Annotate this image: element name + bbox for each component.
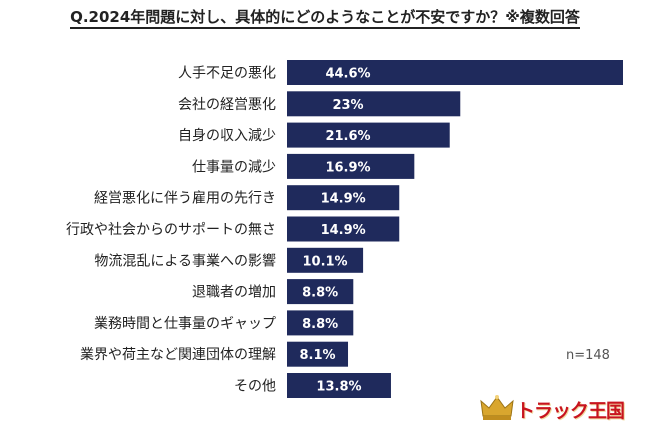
brand-logo: トラック王国 [480,394,630,424]
value-label-7: 10.1% [302,254,347,269]
category-label-5: 経営悪化に伴う雇用の先行き [94,190,276,207]
value-label-2: 23% [332,98,363,113]
bar-1 [287,60,623,85]
sample-size-label: n=148 [566,348,610,363]
bar-4 [287,153,415,179]
chart-title: Q.2024年問題に対し、具体的にどのようなことが不安ですか？※複数回答 [0,6,650,29]
category-label-11: その他 [234,379,276,395]
value-label-3: 21.6% [325,129,370,144]
category-label-8: 退職者の増加 [192,285,276,301]
value-label-4: 16.9% [325,160,370,175]
category-label-1: 人手不足の悪化 [178,66,276,82]
bar-9 [287,310,354,336]
bar-7 [287,247,364,273]
logo-text: トラック王国 [516,400,625,422]
bar-11 [287,373,391,398]
value-label-9: 8.8% [302,317,338,332]
category-label-7: 物流混乱による事業への影響 [94,252,276,269]
bar-2 [287,91,461,117]
category-label-2: 会社の経営悪化 [178,97,276,113]
category-label-9: 業務時間と仕事量のギャップ [94,316,276,332]
category-label-10: 業界や荷主など関連団体の理解 [80,347,276,363]
bar-6 [287,216,400,242]
value-label-6: 14.9% [321,223,366,238]
bar-3 [287,122,450,148]
value-label-10: 8.1% [299,348,335,363]
value-label-1: 44.6% [325,67,370,82]
value-label-5: 14.9% [321,192,366,207]
value-label-8: 8.8% [302,286,338,301]
bar-8 [287,279,354,305]
category-label-3: 自身の収入減少 [178,127,276,144]
category-label-4: 仕事量の減少 [192,158,276,175]
bar-10 [287,341,349,367]
category-label-6: 行政や社会からのサポートの無さ [66,222,276,238]
crown-icon [480,395,514,420]
value-label-11: 13.8% [316,380,361,395]
bar-5 [287,185,400,211]
